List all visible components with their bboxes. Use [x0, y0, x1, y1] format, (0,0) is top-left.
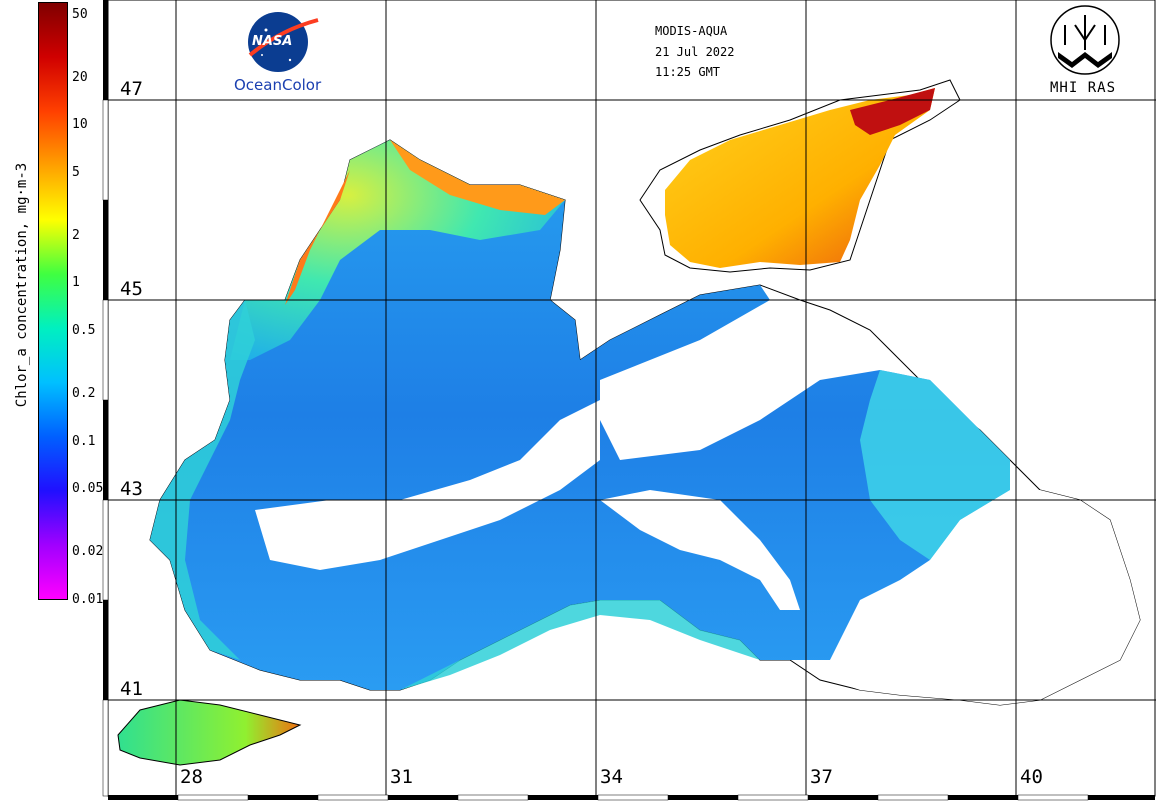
- colorbar-tick-label: 5: [72, 164, 80, 180]
- longitude-label: 28: [180, 766, 203, 788]
- sensor-label: MODIS-AQUA: [655, 24, 728, 38]
- nasa-logo-icon: [248, 12, 319, 72]
- date-label: 21 Jul 2022: [655, 45, 735, 59]
- chlorophyll-colorbar: [38, 2, 68, 600]
- colorbar-tick-label: 1: [72, 275, 80, 291]
- danube-coastal-bloom: [285, 170, 350, 305]
- odessa-coastal-bloom: [390, 140, 565, 215]
- colorbar-tick-label: 2: [72, 227, 80, 243]
- latitude-label: 45: [120, 278, 143, 300]
- cloud-mask-central: [255, 400, 600, 570]
- latitude-label: 43: [120, 478, 143, 500]
- time-label: 11:25 GMT: [655, 65, 721, 79]
- longitude-label: 31: [390, 766, 413, 788]
- longitude-label: 40: [1020, 766, 1043, 788]
- sea-of-marmara: [117, 699, 302, 766]
- colorbar-tick-label: 0.05: [72, 481, 104, 497]
- cloud-mask-south: [600, 490, 800, 610]
- longitude-label: 37: [810, 766, 833, 788]
- colorbar-tick-label: 10: [72, 117, 88, 133]
- longitude-label: 34: [600, 766, 623, 788]
- east-dotted-area: [860, 370, 1010, 560]
- bottom-scale-bar: [108, 794, 1155, 801]
- latitude-label: 47: [120, 78, 143, 100]
- cloud-mask-east-south: [830, 490, 1140, 705]
- colorbar-tick-label: 0.2: [72, 386, 96, 402]
- colorbar-tick-label: 0.5: [72, 323, 96, 339]
- colorbar-tick-label: 50: [72, 6, 88, 22]
- mhi-ras-logo-text: MHI RAS: [1050, 80, 1117, 96]
- graticule: [108, 0, 1156, 795]
- nasa-logo-text: NASA: [252, 34, 293, 49]
- colorbar-tick-label: 20: [72, 69, 88, 85]
- colorbar-tick-label: 0.01: [72, 592, 104, 607]
- colorbar-title: Chlor_a concentration, mg·m-3: [14, 162, 30, 408]
- colorbar-tick-label: 0.02: [72, 544, 104, 560]
- left-scale-bar: [102, 0, 109, 797]
- mhi-ras-logo-icon: [1050, 5, 1120, 75]
- south-coastal-band: [400, 600, 760, 690]
- oceancolor-logo-text: OceanColor: [234, 76, 322, 94]
- latitude-label: 41: [120, 678, 143, 700]
- colorbar-tick-label: 0.1: [72, 433, 96, 449]
